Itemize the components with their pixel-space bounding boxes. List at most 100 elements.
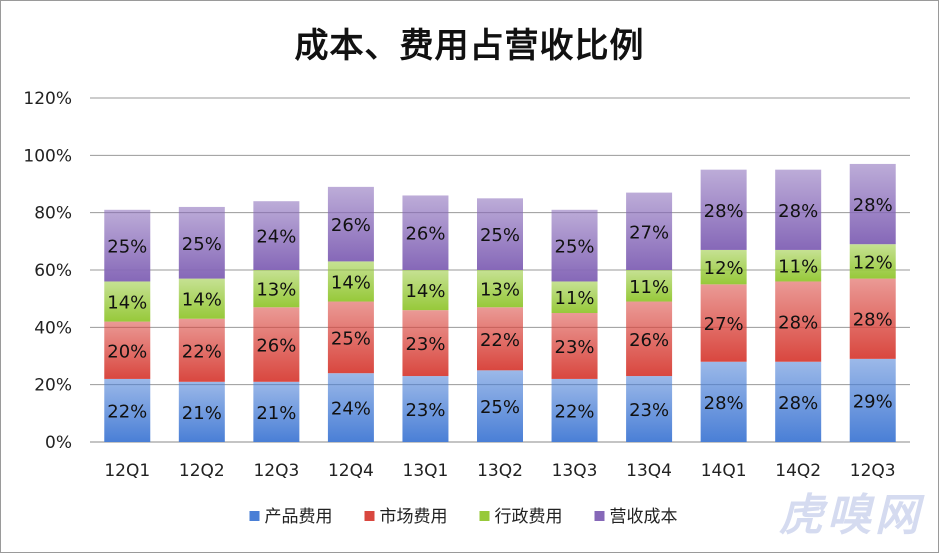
x-tick-label: 13Q3 xyxy=(552,461,598,481)
data-label: 14% xyxy=(107,293,147,314)
data-label: 25% xyxy=(331,328,371,349)
data-label: 23% xyxy=(629,400,669,421)
bar-segment xyxy=(327,301,374,374)
data-label: 25% xyxy=(107,237,147,258)
data-label: 22% xyxy=(555,401,595,422)
legend-label: 营收成本 xyxy=(610,507,678,527)
data-label: 21% xyxy=(182,403,222,424)
bar-segment xyxy=(402,270,449,311)
legend-label: 市场费用 xyxy=(380,507,448,527)
bar-segment xyxy=(626,376,673,442)
data-label: 28% xyxy=(853,195,893,216)
bar-segment xyxy=(402,195,449,270)
y-axis: 0% 20% 40% 60% 80% 100% 120% xyxy=(23,89,72,453)
data-label: 22% xyxy=(182,341,222,362)
data-label: 11% xyxy=(778,257,818,278)
data-label: 28% xyxy=(704,201,744,222)
legend-label: 行政费用 xyxy=(495,507,563,527)
data-label: 28% xyxy=(778,201,818,222)
bars: 22% 20% 14% 25% 21% 22% 14% 25% 21% 26% 13% 24% 24% 2… xyxy=(104,163,896,442)
bar-segment xyxy=(551,378,598,442)
bar-segment xyxy=(327,373,374,442)
x-axis: 12Q1 12Q2 12Q3 12Q4 13Q1 13Q2 13Q3 13Q4 14Q1 14Q2… xyxy=(104,461,895,481)
bar-segment xyxy=(477,270,523,308)
x-tick-label: 12Q3 xyxy=(253,461,299,481)
data-label: 12% xyxy=(853,252,893,273)
data-label: 28% xyxy=(853,310,893,331)
bar-segment xyxy=(104,281,151,322)
legend-swatch xyxy=(594,511,605,521)
data-label: 14% xyxy=(182,290,222,311)
watermark-logo: 虎嗅网 xyxy=(779,490,923,541)
data-label: 24% xyxy=(331,399,371,420)
x-tick-label: 13Q1 xyxy=(403,461,449,481)
legend-label: 产品费用 xyxy=(265,507,333,527)
bar-segment xyxy=(551,313,598,379)
data-label: 14% xyxy=(405,281,445,302)
bar-segment xyxy=(327,261,374,302)
legend: 产品费用 市场费用 行政费用 营收成本 xyxy=(249,507,678,527)
bar-segment xyxy=(104,209,151,282)
y-tick-label: 0% xyxy=(45,433,72,453)
data-label: 27% xyxy=(704,314,744,335)
bar-segment xyxy=(104,321,151,379)
legend-swatch xyxy=(364,511,375,521)
legend-swatch xyxy=(249,511,260,521)
bar-segment xyxy=(253,307,300,382)
data-label: 22% xyxy=(107,401,147,422)
bar-segment xyxy=(253,270,300,308)
data-label: 25% xyxy=(480,397,520,418)
x-tick-label: 12Q3 xyxy=(850,461,896,481)
data-label: 22% xyxy=(480,330,520,351)
x-tick-label: 13Q4 xyxy=(626,461,672,481)
data-label: 23% xyxy=(405,400,445,421)
data-label: 14% xyxy=(331,272,371,293)
x-tick-label: 12Q2 xyxy=(179,461,225,481)
data-label: 11% xyxy=(629,277,669,298)
bar-segment xyxy=(700,249,747,285)
bar-segment xyxy=(626,301,673,377)
data-label: 26% xyxy=(629,330,669,351)
legend-swatch xyxy=(479,511,490,521)
bar-segment xyxy=(551,281,598,313)
bar-segment xyxy=(775,361,822,442)
data-label: 23% xyxy=(555,337,595,358)
bar-segment xyxy=(700,284,747,362)
data-label: 24% xyxy=(256,227,296,248)
bar-segment xyxy=(700,361,747,442)
data-label: 28% xyxy=(778,393,818,414)
data-label: 25% xyxy=(480,225,520,246)
data-label: 25% xyxy=(555,237,595,258)
y-tick-label: 80% xyxy=(34,204,72,224)
bar-segment xyxy=(477,307,523,371)
bar-segment xyxy=(849,163,896,245)
data-label: 12% xyxy=(704,258,744,279)
y-tick-label: 20% xyxy=(34,376,72,396)
y-tick-label: 60% xyxy=(34,261,72,281)
bar-segment xyxy=(178,278,225,319)
bar-segment xyxy=(849,244,896,279)
x-tick-label: 12Q1 xyxy=(104,461,150,481)
x-tick-label: 13Q2 xyxy=(477,461,523,481)
x-tick-label: 14Q1 xyxy=(701,461,747,481)
data-label: 26% xyxy=(331,215,371,236)
bar-segment xyxy=(477,370,523,442)
bar-segment xyxy=(178,381,225,442)
chart-title: 成本、费用占营收比例 xyxy=(294,26,645,66)
bar-segment xyxy=(626,270,673,302)
y-tick-label: 100% xyxy=(23,146,72,166)
y-tick-label: 120% xyxy=(23,89,72,109)
bar-segment xyxy=(775,169,822,250)
data-label: 20% xyxy=(107,341,147,362)
bar-segment xyxy=(402,310,449,377)
data-label: 29% xyxy=(853,391,893,412)
bar-segment xyxy=(849,358,896,442)
bar-segment xyxy=(327,186,374,262)
bar-segment xyxy=(178,206,225,279)
bar-segment xyxy=(477,198,523,270)
data-label: 28% xyxy=(704,393,744,414)
bar-segment xyxy=(775,249,822,282)
bar-segment xyxy=(253,381,300,442)
data-label: 13% xyxy=(256,280,296,301)
data-label: 26% xyxy=(256,336,296,357)
